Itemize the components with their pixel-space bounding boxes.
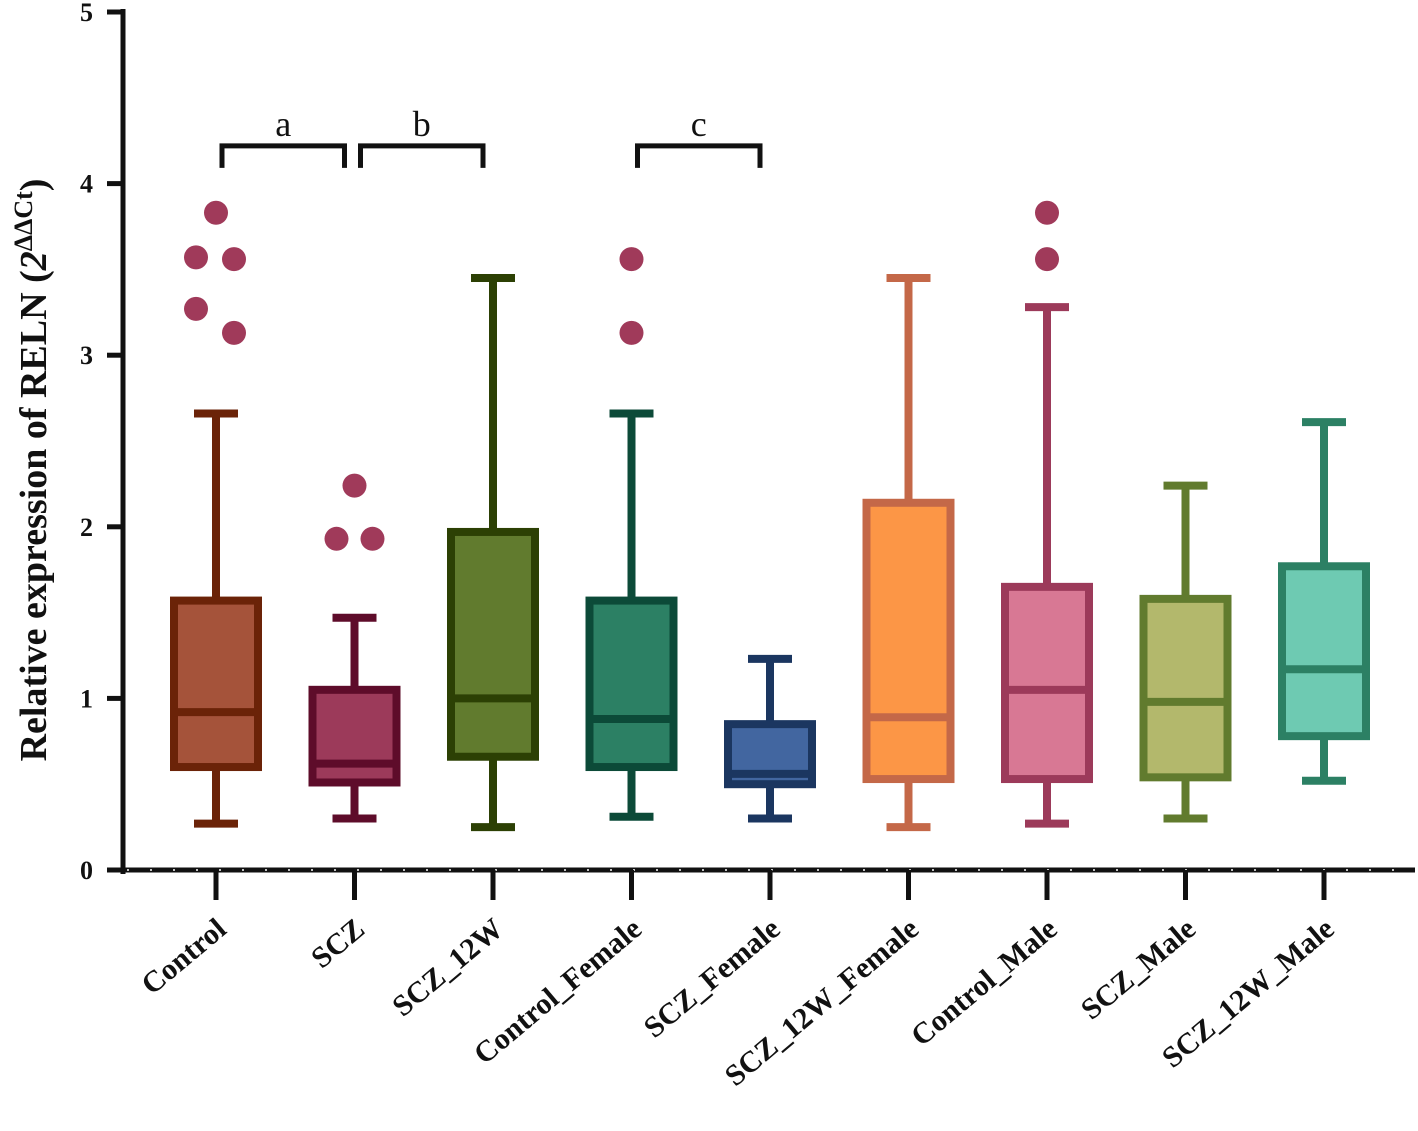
bracket-label: c <box>691 104 707 144</box>
outlier-point <box>342 473 367 498</box>
bracket-line <box>635 143 763 168</box>
significance-bracket-c: c <box>635 104 763 168</box>
significance-bracket-b: b <box>358 104 486 168</box>
x-tick-label: SCZ_12W <box>386 912 509 1023</box>
y-tick-label: 3 <box>80 341 93 370</box>
outlier-point <box>184 296 208 321</box>
box-control-male <box>1001 200 1093 828</box>
boxes <box>170 200 1370 832</box>
y-axis-label: Relative expression of RELN (2ΔΔCt) <box>9 179 55 762</box>
outlier-point <box>204 200 228 225</box>
outlier-point <box>184 245 208 270</box>
iqr-box <box>1278 562 1370 741</box>
y-tick-label: 4 <box>80 170 93 199</box>
iqr-box <box>1001 582 1093 784</box>
y-axis: 0 1 2 3 4 5 <box>80 0 126 885</box>
iqr-box <box>447 527 539 761</box>
iqr-box <box>862 498 955 784</box>
outlier-point <box>360 526 385 551</box>
box-scz-female <box>724 654 816 823</box>
iqr-box <box>585 596 678 772</box>
y-tick-label: 1 <box>80 684 93 713</box>
x-tick-label: SCZ_Female <box>638 912 787 1044</box>
x-tick-label: SCZ <box>305 912 371 975</box>
iqr-box <box>170 596 262 772</box>
x-axis: Control SCZ SCZ_12WControl_FemaleSCZ_Femal… <box>123 867 1415 1093</box>
y-tick-label: 2 <box>80 513 93 542</box>
outlier-point <box>1035 247 1059 272</box>
bracket-line <box>219 143 347 168</box>
significance-brackets: a b c <box>219 104 763 168</box>
box-scz-male <box>1139 481 1232 823</box>
bracket-label: a <box>275 104 291 144</box>
iqr-box <box>308 685 401 787</box>
box-scz-12w-female <box>862 273 955 832</box>
x-tick-label: SCZ_Male <box>1075 912 1202 1026</box>
outlier-point <box>619 320 644 345</box>
box-scz <box>308 473 401 823</box>
box-scz-12w-male <box>1278 418 1370 785</box>
outlier-point <box>1035 200 1059 225</box>
box-control <box>170 200 262 828</box>
y-tick-label: 5 <box>80 0 93 27</box>
y-tick-label: 0 <box>80 856 93 885</box>
significance-bracket-a: a <box>219 104 347 168</box>
outlier-point <box>324 526 349 551</box>
x-tick-label: Control <box>135 912 232 1001</box>
outlier-point <box>222 247 246 272</box>
outlier-point <box>222 320 246 345</box>
bracket-label: b <box>413 104 431 144</box>
box-control-female <box>585 247 678 821</box>
box-scz-12w <box>447 273 539 832</box>
outlier-point <box>619 247 644 272</box>
bracket-line <box>358 143 486 168</box>
x-tick-label: Control_Male <box>905 912 1064 1053</box>
iqr-box <box>1139 594 1232 782</box>
